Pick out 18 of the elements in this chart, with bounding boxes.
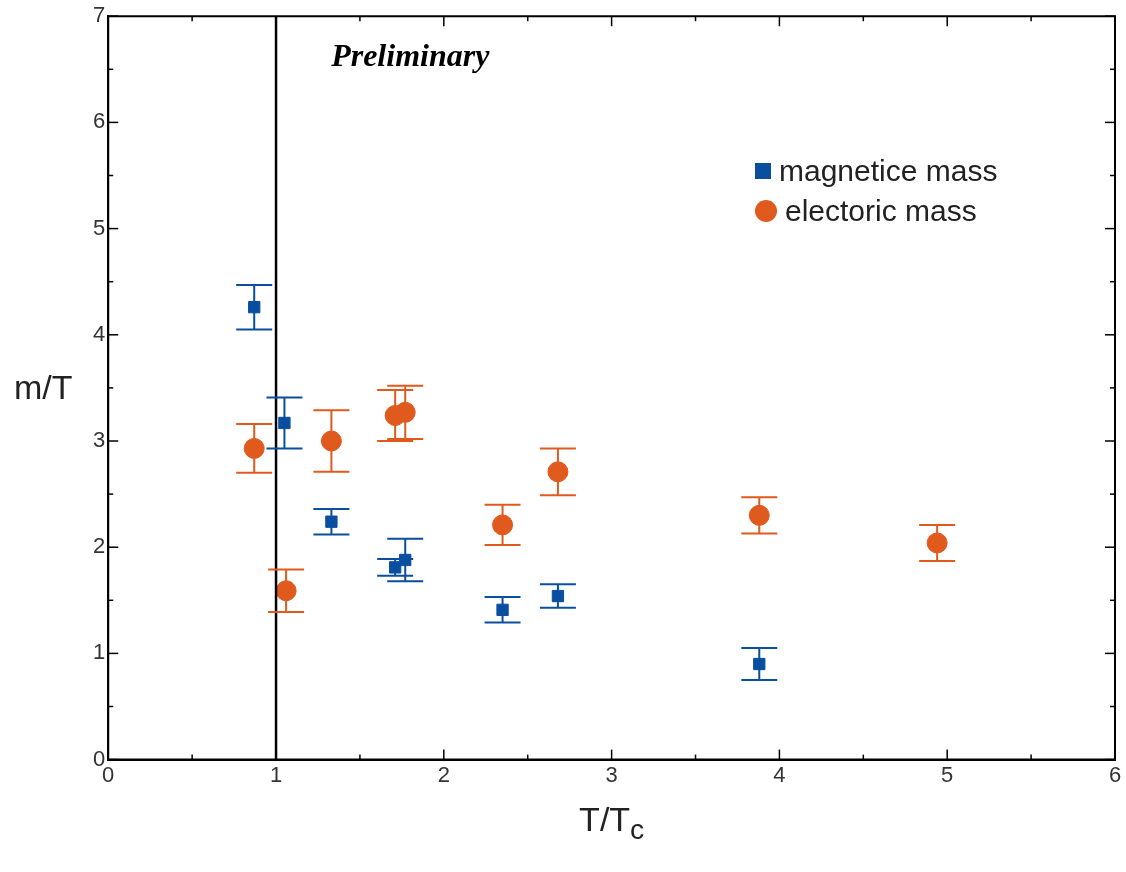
x-tick-label: 3 <box>605 761 618 787</box>
x-tick-label: 2 <box>437 761 450 787</box>
x-tick-label: 4 <box>773 761 786 787</box>
y-tick-label: 5 <box>92 214 106 240</box>
y-tick-label: 3 <box>92 427 106 453</box>
legend-label: magnetice mass <box>779 154 998 189</box>
y-tick-label: 2 <box>92 533 106 559</box>
legend-label: electoric mass <box>785 194 977 229</box>
y-tick-label: 1 <box>92 639 106 665</box>
x-axis-title: T/T$_{c}$ <box>579 799 645 846</box>
y-tick-label: 4 <box>92 320 106 346</box>
y-tick-label: 7 <box>92 2 106 28</box>
y-tick-label: 6 <box>92 108 106 134</box>
annotation: Preliminary <box>330 37 491 74</box>
y-axis-title: m/T <box>14 368 73 408</box>
x-tick-label: 5 <box>941 761 954 787</box>
x-tick-label: 6 <box>1108 761 1122 787</box>
x-tick-label: 1 <box>269 761 283 787</box>
